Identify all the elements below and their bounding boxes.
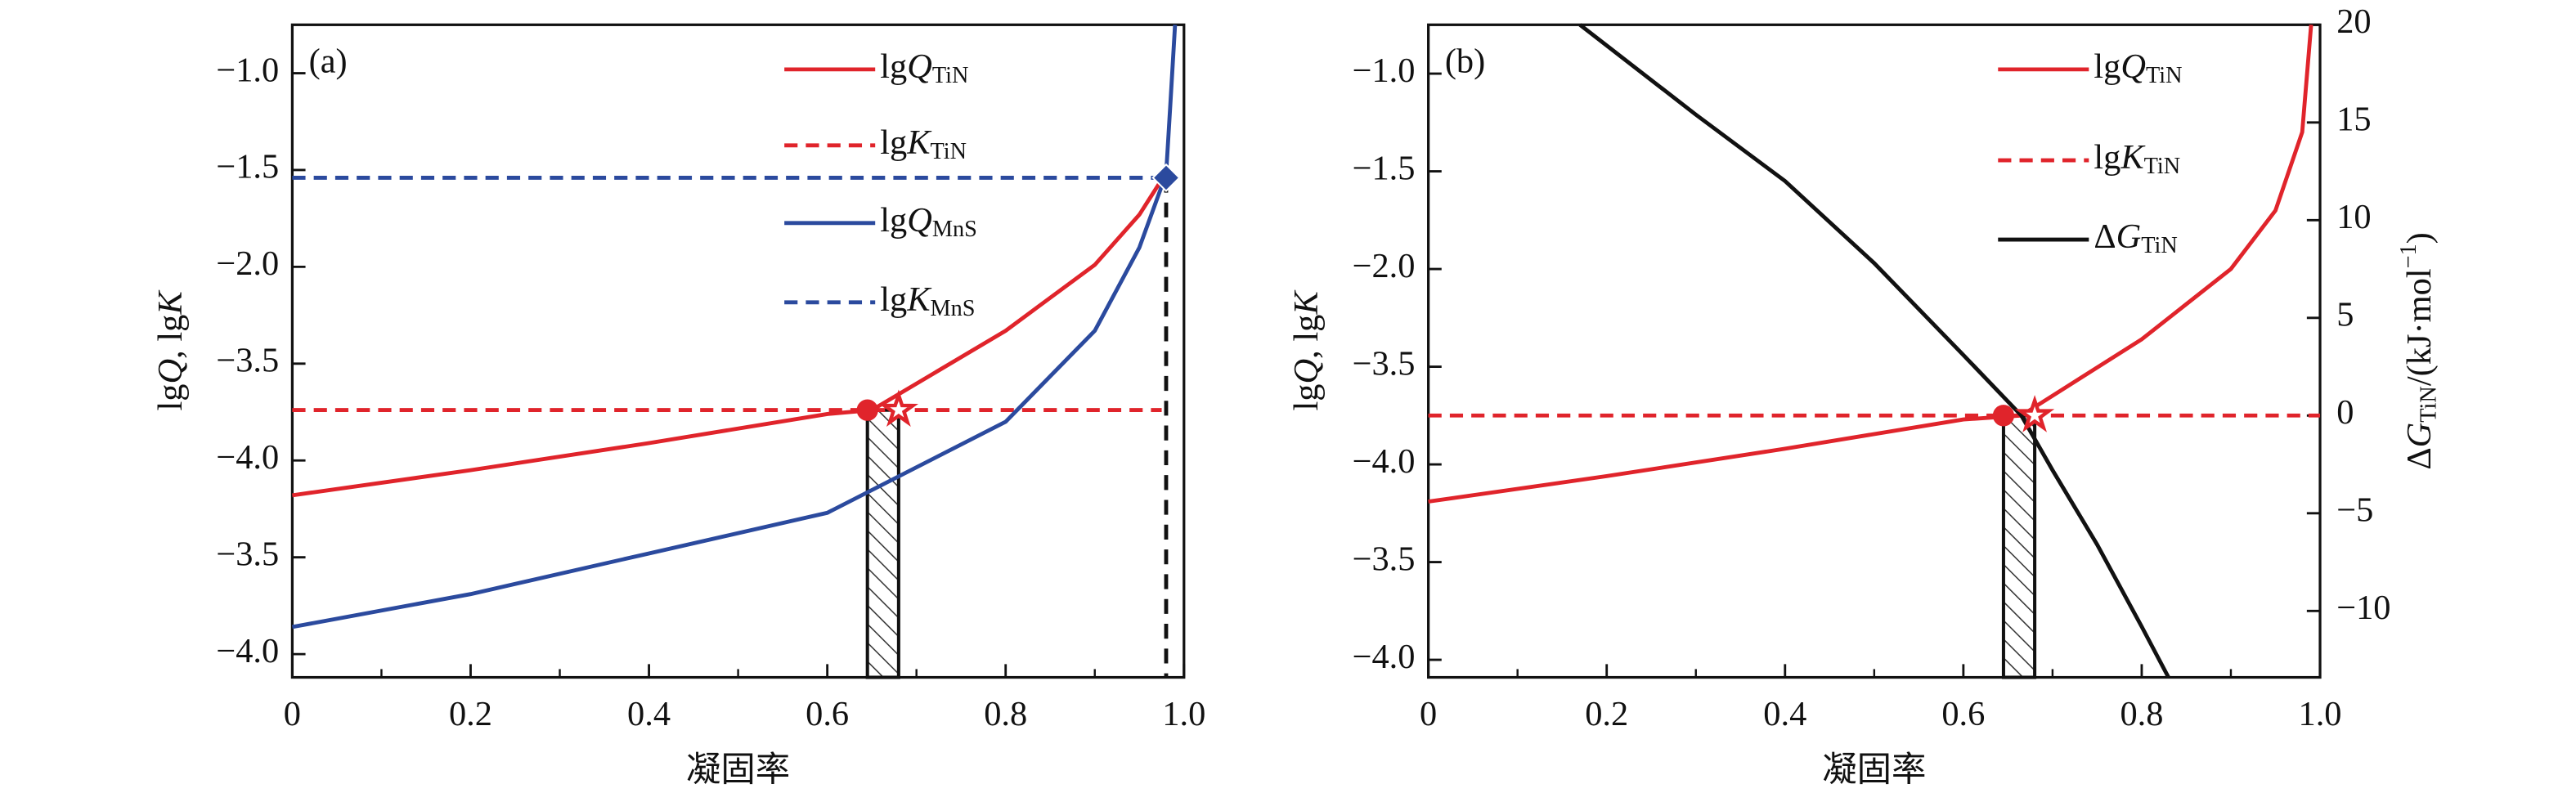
- marker-star: [878, 389, 918, 428]
- legend-label: lgQTiN: [2094, 47, 2182, 89]
- x-tick-label: 0.4: [1763, 695, 1806, 733]
- y2-tick-label: 0: [2336, 393, 2354, 432]
- y-tick-label: −2.0: [1353, 247, 1416, 285]
- series-line: [291, 25, 1178, 629]
- y2-tick-label: 5: [2336, 296, 2354, 334]
- marker-star: [2014, 395, 2055, 432]
- y-tick-label: −4.0: [216, 438, 279, 477]
- plot-frame: [290, 23, 1186, 679]
- x-tick-label: 0: [284, 695, 301, 733]
- panel-label: (a): [309, 43, 348, 81]
- y-tick-label: −3.5: [1353, 540, 1416, 578]
- y-tick-label: −1.0: [1353, 52, 1416, 90]
- x-tick-label: 0.2: [1585, 695, 1628, 733]
- marker-circle: [1992, 405, 2015, 427]
- y-tick-label: −3.5: [216, 342, 279, 380]
- hatch-band: [865, 408, 900, 679]
- y-tick-label: −4.0: [216, 632, 279, 670]
- x-tick-label: 1.0: [2299, 695, 2342, 733]
- x-tick-label: 0.6: [1941, 695, 1985, 733]
- x-axis-label: 凝固率: [686, 750, 790, 789]
- y2-tick-label: 20: [2336, 2, 2371, 41]
- legend-label: lgQTiN: [880, 47, 968, 89]
- y-tick-label: −4.0: [1353, 442, 1416, 481]
- y2-tick-label: 15: [2336, 101, 2371, 139]
- y-axis-label: lgQ, lgK: [151, 289, 190, 411]
- y2-tick-label: −5: [2336, 491, 2373, 530]
- marker-circle: [856, 399, 878, 421]
- plot-frame: [1427, 23, 2322, 679]
- series-line: [1428, 25, 2313, 504]
- series-line: [292, 178, 1164, 498]
- x-tick-label: 0.6: [806, 695, 849, 733]
- y-tick-label: −1.0: [216, 51, 279, 89]
- x-tick-label: 0.8: [984, 695, 1027, 733]
- legend-label: ΔGTiN: [2094, 217, 2177, 259]
- x-tick-label: 0.8: [2120, 695, 2163, 733]
- legend-label: lgKMnS: [880, 280, 975, 322]
- x-axis-label: 凝固率: [1822, 750, 1926, 789]
- y2-tick-label: 10: [2336, 198, 2371, 236]
- x-tick-label: 0.2: [449, 695, 492, 733]
- x-tick-label: 0.4: [627, 695, 671, 733]
- y-tick-label: −2.0: [216, 244, 279, 283]
- legend-label: lgQMnS: [880, 201, 977, 243]
- x-tick-label: 1.0: [1162, 695, 1205, 733]
- hatch-band: [2001, 414, 2037, 679]
- legend-label: lgKTiN: [880, 123, 967, 165]
- y-tick-label: −1.5: [1353, 149, 1416, 187]
- y-tick-label: −4.0: [1353, 638, 1416, 676]
- panel-label: (b): [1445, 43, 1485, 81]
- y2-axis-label: ΔGTiN/(kJ·mol−1): [2397, 232, 2442, 469]
- legend-label: lgKTiN: [2094, 138, 2180, 180]
- y-tick-label: −3.5: [1353, 344, 1416, 383]
- y-tick-label: −3.5: [216, 535, 279, 573]
- y-tick-label: −1.5: [216, 148, 279, 186]
- marker-diamond: [1151, 163, 1181, 193]
- series-line: [1578, 23, 2170, 679]
- y2-tick-label: −10: [2336, 589, 2390, 627]
- y-axis-label: lgQ, lgK: [1287, 289, 1326, 411]
- x-tick-label: 0: [1420, 695, 1437, 733]
